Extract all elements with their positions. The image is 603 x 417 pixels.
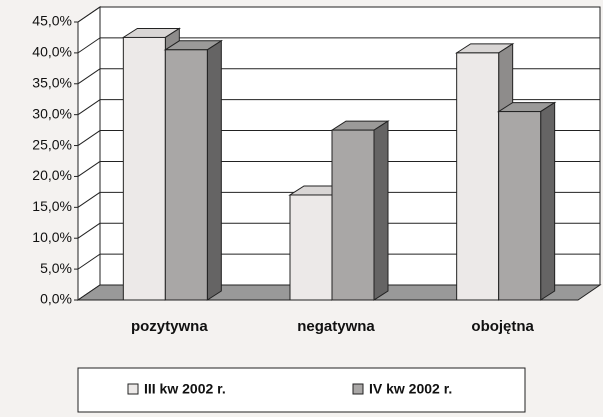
grid-line xyxy=(77,222,101,239)
bar xyxy=(498,111,542,301)
grid-line xyxy=(77,253,101,270)
x-tick-label: pozytywna xyxy=(131,318,208,335)
grid-line xyxy=(77,161,101,177)
bar xyxy=(456,52,500,301)
y-tick-label: 0,0% xyxy=(40,291,72,307)
y-tick-label: 40,0% xyxy=(32,44,72,60)
y-tick-label: 20,0% xyxy=(32,167,72,183)
legend-box xyxy=(77,367,526,413)
y-tick-label: 10,0% xyxy=(32,229,72,245)
bar xyxy=(164,49,208,301)
x-tick-label: negatywna xyxy=(297,318,375,335)
bar-side xyxy=(540,101,556,301)
bar xyxy=(122,36,166,301)
grid-line xyxy=(77,191,101,208)
bar xyxy=(289,194,333,301)
y-tick-label: 45,0% xyxy=(32,13,72,29)
y-tick-label: 30,0% xyxy=(32,105,72,121)
grid-line xyxy=(77,37,101,54)
legend-swatch xyxy=(127,383,139,395)
legend-label: IV kw 2002 r. xyxy=(369,381,452,397)
y-tick-label: 25,0% xyxy=(32,136,72,152)
bar xyxy=(331,129,375,301)
bar-side xyxy=(373,120,389,301)
x-tick-label: obojętna xyxy=(471,318,534,335)
bar-side xyxy=(206,39,222,301)
y-tick-label: 35,0% xyxy=(32,74,72,90)
legend-swatch xyxy=(352,383,364,395)
grid-line xyxy=(77,130,101,146)
legend-label: III kw 2002 r. xyxy=(144,381,226,397)
y-tick-label: 15,0% xyxy=(32,198,72,214)
grid-line xyxy=(77,99,101,116)
grid-line xyxy=(77,68,101,85)
grid-line xyxy=(77,6,101,23)
y-tick-label: 5,0% xyxy=(40,260,72,276)
